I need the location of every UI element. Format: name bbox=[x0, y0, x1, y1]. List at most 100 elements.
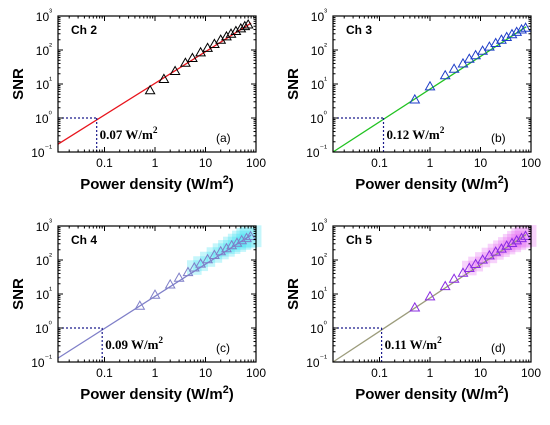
data-point bbox=[457, 57, 469, 68]
threshold-label: 0.07 W/m2 bbox=[100, 126, 158, 142]
error-band bbox=[218, 240, 235, 257]
x-tick-label: 100 bbox=[521, 366, 541, 380]
data-point bbox=[220, 30, 232, 41]
threshold-label: 0.12 W/m2 bbox=[386, 126, 444, 142]
y-axis-label: SNR bbox=[10, 68, 27, 100]
x-tick-label: 100 bbox=[246, 156, 266, 170]
data-point bbox=[495, 243, 507, 253]
x-tick-label: 1 bbox=[152, 156, 159, 170]
x-tick-label: 0.1 bbox=[96, 366, 113, 380]
y-tick-label: 10⁰ bbox=[310, 319, 327, 336]
y-tick-label: 10³ bbox=[311, 7, 327, 24]
data-point bbox=[516, 23, 528, 34]
data-point bbox=[164, 278, 176, 289]
data-point bbox=[134, 300, 146, 310]
chart-panel-4: 0.1 1 10 100 10⁻¹ 10⁰ 10¹ 10² 10³ Power density (… bbox=[285, 217, 541, 403]
x-tick-label: 1 bbox=[427, 366, 434, 380]
data-point bbox=[182, 266, 194, 277]
data-point bbox=[520, 22, 532, 32]
x-tick-label: 100 bbox=[521, 156, 541, 170]
data-point bbox=[506, 237, 518, 248]
data-point bbox=[424, 80, 436, 91]
data-point bbox=[457, 267, 469, 277]
data-point bbox=[179, 57, 191, 67]
y-tick-label: 10³ bbox=[36, 7, 52, 24]
data-point bbox=[506, 28, 518, 39]
y-tick-label: 10¹ bbox=[311, 285, 327, 302]
data-point bbox=[511, 234, 523, 245]
data-point bbox=[448, 273, 460, 283]
threshold-label: 0.11 W/m2 bbox=[385, 336, 443, 352]
data-point bbox=[225, 28, 237, 38]
data-point bbox=[239, 20, 251, 31]
panel-label: (c) bbox=[216, 341, 230, 355]
data-point bbox=[215, 34, 227, 44]
data-point bbox=[439, 69, 451, 80]
x-tick-label: 10 bbox=[474, 366, 488, 380]
x-axis-label: Power density (W/m2) bbox=[80, 384, 234, 403]
data-point bbox=[245, 230, 257, 241]
data-point bbox=[495, 34, 507, 44]
y-axis-label: SNR bbox=[10, 278, 27, 310]
y-tick-label: 10⁻¹ bbox=[306, 353, 327, 370]
y-tick-label: 10² bbox=[311, 251, 327, 268]
data-point bbox=[230, 25, 242, 36]
data-point bbox=[501, 31, 513, 42]
data-point bbox=[409, 301, 421, 312]
data-point bbox=[149, 289, 161, 299]
y-tick-label: 10⁻¹ bbox=[31, 353, 52, 370]
channel-label: Ch 4 bbox=[71, 233, 97, 247]
y-tick-label: 10³ bbox=[36, 217, 52, 234]
y-tick-label: 10² bbox=[36, 251, 52, 268]
panel-label: (b) bbox=[491, 131, 506, 145]
data-point bbox=[220, 242, 232, 253]
channel-label: Ch 2 bbox=[71, 23, 97, 37]
y-tick-label: 10³ bbox=[311, 217, 327, 234]
x-axis-label: Power density (W/m2) bbox=[355, 384, 509, 403]
panel-label: (a) bbox=[216, 131, 231, 145]
data-point bbox=[242, 18, 254, 29]
data-point bbox=[490, 246, 502, 256]
data-point bbox=[439, 280, 451, 291]
y-tick-label: 10⁻¹ bbox=[31, 143, 52, 160]
data-point bbox=[501, 240, 513, 250]
data-point bbox=[409, 93, 421, 104]
x-tick-label: 10 bbox=[199, 366, 213, 380]
y-tick-label: 10² bbox=[311, 41, 327, 58]
y-tick-label: 10¹ bbox=[36, 285, 52, 302]
x-tick-label: 0.1 bbox=[96, 156, 113, 170]
threshold-label: 0.09 W/m2 bbox=[105, 336, 163, 352]
data-point bbox=[241, 232, 253, 243]
y-tick-label: 10⁻¹ bbox=[306, 143, 327, 160]
data-point bbox=[236, 234, 248, 245]
data-point bbox=[231, 237, 243, 247]
data-point bbox=[169, 65, 181, 76]
y-axis-label: SNR bbox=[285, 278, 302, 310]
data-point bbox=[490, 37, 502, 48]
y-axis-label: SNR bbox=[285, 68, 302, 100]
y-tick-label: 10⁰ bbox=[35, 109, 52, 126]
x-axis-label: Power density (W/m2) bbox=[80, 174, 234, 193]
y-tick-label: 10⁰ bbox=[310, 109, 327, 126]
fit-line bbox=[332, 234, 527, 363]
x-axis-label: Power density (W/m2) bbox=[355, 174, 509, 193]
chart-panel-3: 0.1 1 10 100 10⁻¹ 10⁰ 10¹ 10² 10³ Power density (… bbox=[10, 217, 266, 403]
x-tick-label: 1 bbox=[152, 366, 159, 380]
chart-panel-1: 0.1 1 10 100 10⁻¹ 10⁰ 10¹ 10² 10³ Power density (… bbox=[10, 7, 266, 193]
channel-label: Ch 3 bbox=[346, 23, 372, 37]
x-tick-label: 1 bbox=[427, 156, 434, 170]
data-point bbox=[226, 239, 238, 250]
chart-panel-2: 0.1 1 10 100 10⁻¹ 10⁰ 10¹ 10² 10³ Power density (… bbox=[285, 7, 541, 193]
error-band bbox=[232, 230, 252, 250]
fit-line bbox=[57, 234, 252, 359]
panel-label: (d) bbox=[491, 341, 506, 355]
data-point bbox=[173, 272, 185, 282]
y-tick-label: 10² bbox=[36, 41, 52, 58]
data-point bbox=[186, 52, 198, 62]
y-tick-label: 10¹ bbox=[36, 75, 52, 92]
y-tick-label: 10¹ bbox=[311, 75, 327, 92]
data-point bbox=[424, 290, 436, 301]
x-tick-label: 0.1 bbox=[371, 366, 388, 380]
y-tick-label: 10⁰ bbox=[35, 319, 52, 336]
